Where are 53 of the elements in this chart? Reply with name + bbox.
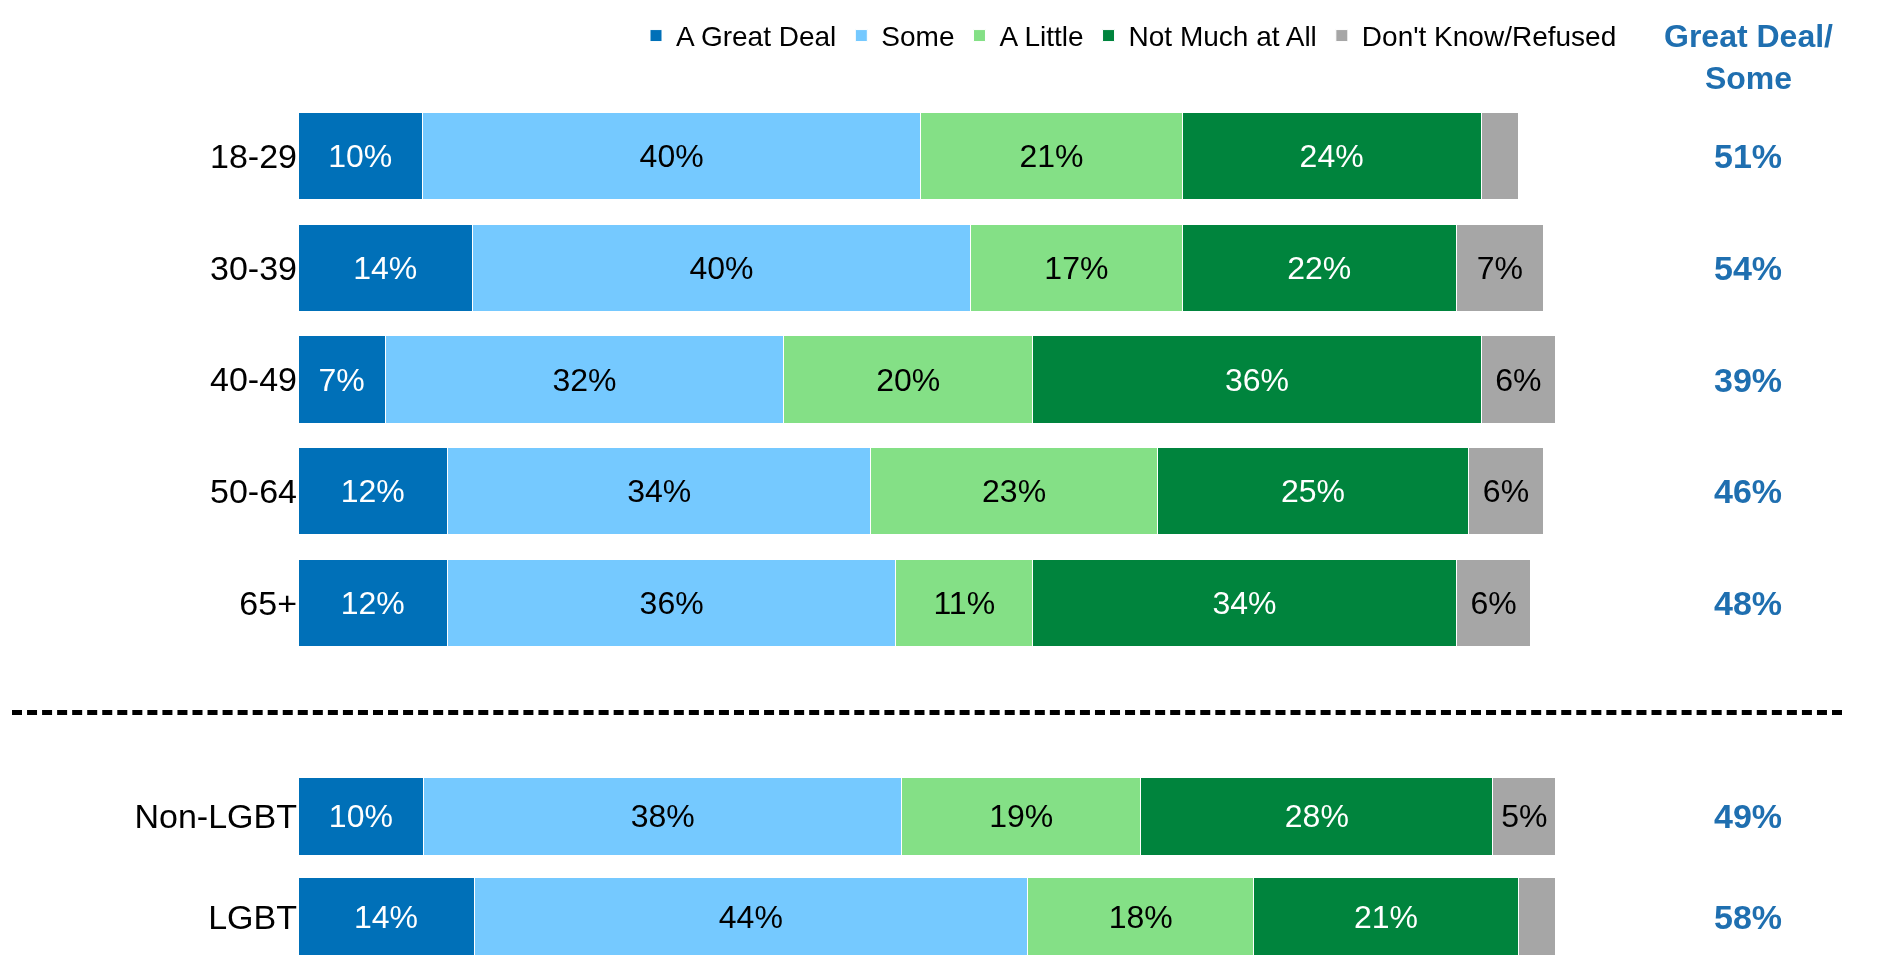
- data-label: 12%: [340, 585, 405, 622]
- legend-label: A Little: [999, 21, 1084, 53]
- data-label: 5%: [1501, 798, 1548, 835]
- text: 46%: [1714, 472, 1783, 510]
- data-label: 12%: [340, 473, 405, 510]
- data-label: 36%: [1224, 361, 1289, 398]
- data-label: 19%: [989, 798, 1054, 835]
- text: 51%: [1714, 137, 1783, 175]
- data-label: 28%: [1284, 798, 1349, 835]
- data-label: 20%: [876, 361, 941, 398]
- data-label: 40%: [689, 249, 754, 286]
- text: 48%: [1714, 584, 1783, 622]
- data-label: 6%: [1470, 585, 1517, 622]
- y-tick-label: 65+: [239, 584, 297, 622]
- y-tick-label: 18-29: [210, 136, 297, 175]
- text: Great Deal/ Some: [1664, 18, 1834, 96]
- data-label: 17%: [1044, 249, 1109, 286]
- text: 54%: [1714, 249, 1783, 287]
- data-label: 25%: [1280, 473, 1345, 510]
- data-label: 34%: [627, 473, 692, 510]
- data-label: 34%: [1212, 585, 1277, 622]
- data-label: 23%: [982, 473, 1047, 510]
- legend-label: Some: [881, 21, 955, 53]
- data-label: 7%: [318, 361, 365, 398]
- data-label: 38%: [630, 798, 695, 835]
- text: 49%: [1714, 797, 1783, 835]
- y-tick-label: Non-LGBT: [134, 797, 297, 836]
- data-label: 40%: [639, 137, 704, 174]
- data-label: 6%: [1495, 361, 1542, 398]
- legend-label: A Great Deal: [676, 21, 837, 53]
- data-label: 6%: [1482, 473, 1530, 510]
- data-label: 24%: [1299, 137, 1364, 174]
- data-label: 7%: [1476, 249, 1523, 286]
- data-label: 21%: [1019, 137, 1084, 174]
- data-label: 36%: [639, 585, 704, 622]
- text: 39%: [1714, 361, 1783, 399]
- data-label: 18%: [1108, 898, 1173, 935]
- legend-label: Don't Know/Refused: [1361, 21, 1617, 53]
- y-tick-label: 30-39: [210, 248, 297, 287]
- data-label: 11%: [933, 585, 996, 622]
- data-label: 14%: [353, 249, 418, 286]
- data-label: 22%: [1287, 249, 1352, 286]
- legend-label: Not Much at All: [1128, 21, 1317, 53]
- data-label: 14%: [354, 898, 419, 935]
- data-label: 21%: [1353, 898, 1419, 935]
- y-tick-label: 50-64: [210, 472, 297, 511]
- data-label: 32%: [552, 361, 617, 398]
- y-tick-label: LGBT: [208, 897, 297, 936]
- y-tick-label: 40-49: [210, 360, 297, 399]
- data-label: 10%: [328, 137, 393, 174]
- data-label: 10%: [328, 798, 393, 835]
- text: 58%: [1714, 898, 1783, 936]
- data-label: 44%: [718, 898, 783, 935]
